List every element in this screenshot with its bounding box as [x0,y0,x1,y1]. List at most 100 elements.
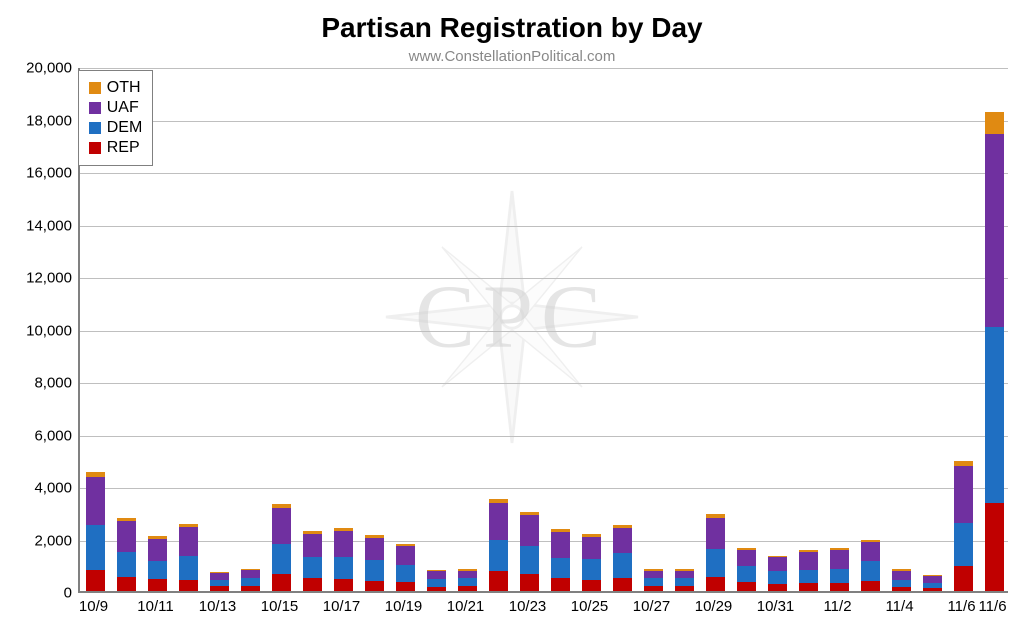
bar-segment-uaf [892,571,911,580]
plot-area [78,68,1008,593]
bar-segment-uaf [799,552,818,570]
y-axis-label: 4,000 [2,480,72,497]
x-axis-label: 10/17 [323,598,361,615]
bar-segment-rep [582,580,601,591]
gridline [80,121,1008,122]
bar [272,504,291,591]
bar-segment-uaf [520,515,539,547]
bar-segment-rep [799,583,818,591]
bar-segment-oth [334,528,353,530]
bar-segment-uaf [954,466,973,522]
bar-segment-oth [458,569,477,570]
bar [117,518,136,591]
bar-segment-uaf [427,571,446,579]
gridline [80,68,1008,69]
bar [458,569,477,591]
bar-segment-oth [210,572,229,573]
bar-segment-rep [458,586,477,591]
bar-segment-rep [644,586,663,591]
bar-segment-uaf [179,527,198,556]
bar [148,536,167,591]
x-axis-label: 10/15 [261,598,299,615]
bar-segment-uaf [644,571,663,579]
bar-segment-uaf [706,518,725,550]
bar-segment-oth [241,569,260,570]
bar [675,569,694,591]
bar-segment-dem [396,565,415,582]
x-axis-label: 10/23 [509,598,547,615]
x-axis-label: 10/25 [571,598,609,615]
bar-segment-oth [706,514,725,517]
bar-segment-uaf [334,531,353,557]
legend: OTHUAFDEMREP [78,70,154,166]
y-axis-label: 10,000 [2,322,72,339]
bar-segment-oth [830,548,849,550]
bar-segment-oth [861,540,880,542]
bar-segment-uaf [737,550,756,566]
bar-segment-dem [644,578,663,585]
bar-segment-oth [86,472,105,477]
bar-segment-oth [520,512,539,515]
bar-segment-rep [117,577,136,591]
x-axis-label: 10/9 [79,598,108,615]
bar [489,499,508,591]
bar-segment-oth [179,524,198,527]
bar [954,461,973,591]
x-axis-label: 10/11 [137,598,173,615]
legend-swatch [89,142,101,154]
bar [179,524,198,591]
bar-segment-uaf [86,477,105,526]
bar [923,575,942,591]
bar-segment-rep [768,584,787,591]
gridline [80,278,1008,279]
bar-segment-dem [737,566,756,582]
bar-segment-oth [427,570,446,571]
y-axis-label: 14,000 [2,217,72,234]
gridline [80,436,1008,437]
x-axis-label: 10/27 [633,598,671,615]
bar [520,512,539,591]
bar-segment-dem [210,580,229,587]
bar-segment-rep [148,579,167,591]
bar-segment-rep [892,587,911,591]
bar-segment-uaf [768,557,787,570]
legend-swatch [89,82,101,94]
legend-label: UAF [107,99,139,117]
bar [365,535,384,591]
x-axis-label: 11/4 [885,598,913,615]
gridline [80,331,1008,332]
bar-segment-rep [830,583,849,591]
bar-segment-oth [644,569,663,570]
bar-segment-oth [551,529,570,532]
x-axis-label: 10/13 [199,598,237,615]
bar-segment-rep [861,581,880,592]
bar-segment-dem [892,580,911,587]
gridline [80,173,1008,174]
bar-segment-rep [675,586,694,591]
legend-swatch [89,122,101,134]
y-axis-label: 18,000 [2,112,72,129]
bar [706,514,725,591]
bar [210,572,229,591]
gridline [80,226,1008,227]
bar [427,570,446,591]
y-axis-label: 16,000 [2,165,72,182]
gridline [80,488,1008,489]
bar [737,548,756,591]
bar-segment-uaf [675,571,694,579]
bar-segment-uaf [303,534,322,558]
bar-segment-dem [582,559,601,580]
bar-segment-uaf [582,537,601,559]
bar-segment-oth [613,525,632,528]
bar-segment-dem [706,549,725,577]
bar [830,548,849,591]
bar-segment-oth [768,556,787,558]
bar-segment-rep [396,582,415,591]
bar-segment-oth [396,544,415,546]
bar [644,569,663,591]
bar-segment-rep [489,571,508,591]
bar-segment-dem [830,569,849,583]
bar-segment-oth [582,534,601,537]
bar-segment-rep [737,582,756,591]
bar-segment-dem [923,583,942,588]
